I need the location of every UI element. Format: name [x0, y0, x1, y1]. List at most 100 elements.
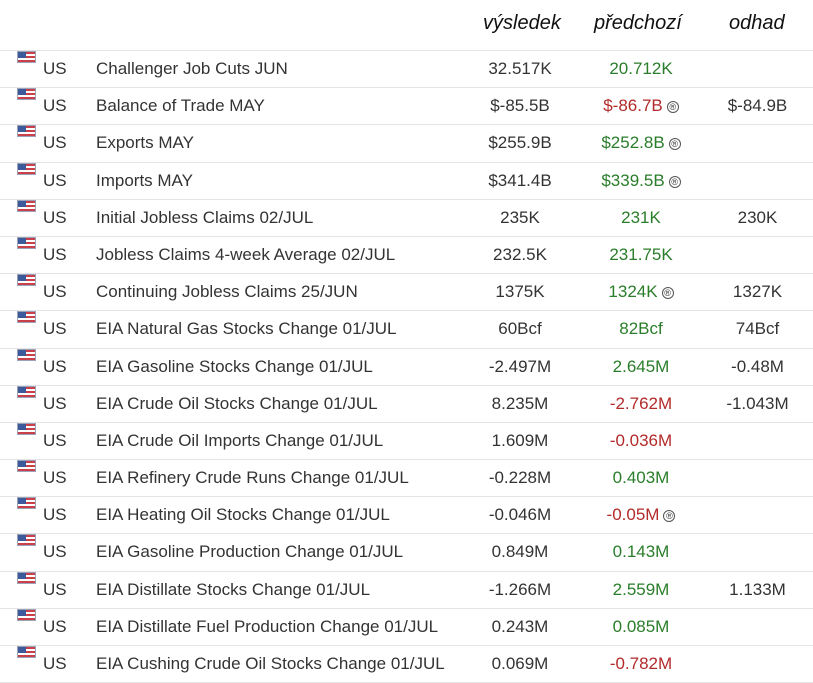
- us-flag-icon: [17, 162, 36, 175]
- previous-value: $-86.7B ®: [582, 88, 700, 124]
- previous-value-text: -2.762M: [609, 393, 673, 413]
- table-row[interactable]: US EIA Cushing Crude Oil Stocks Change 01…: [0, 646, 813, 683]
- us-flag-icon: [17, 385, 36, 398]
- us-flag-icon: [17, 348, 36, 361]
- previous-value-text: -0.05M: [606, 505, 660, 525]
- us-flag-icon: [17, 497, 36, 510]
- table-row[interactable]: US EIA Crude Oil Stocks Change 01/JUL 8.23…: [0, 385, 813, 423]
- country-code: US: [43, 468, 67, 488]
- table-row[interactable]: US EIA Heating Oil Stocks Change 01/JUL -0…: [0, 497, 813, 535]
- event-name[interactable]: EIA Refinery Crude Runs Change 01/JUL: [96, 468, 409, 488]
- table-row[interactable]: US EIA Distillate Fuel Production Change …: [0, 608, 813, 646]
- revised-icon: ®: [666, 101, 679, 114]
- table-row[interactable]: US Challenger Job Cuts JUN 32.517K 20.712K: [0, 51, 813, 89]
- country-code: US: [43, 616, 67, 636]
- previous-value: $252.8B ®: [582, 125, 700, 161]
- event-name[interactable]: Exports MAY: [96, 133, 194, 153]
- table-row[interactable]: US Continuing Jobless Claims 25/JUN 1375K 1…: [0, 274, 813, 312]
- event-name[interactable]: EIA Distillate Stocks Change 01/JUL: [96, 579, 371, 599]
- table-row[interactable]: US Initial Jobless Claims 02/JUL 235K 231K 2…: [0, 199, 813, 237]
- previous-value: 82Bcf: [582, 311, 700, 347]
- previous-value: 231.75K: [582, 237, 700, 273]
- event-name[interactable]: Challenger Job Cuts JUN: [96, 59, 288, 78]
- previous-value: $339.5B ®: [582, 163, 700, 199]
- previous-value-text: 0.085M: [612, 616, 670, 636]
- actual-value: $341.4B: [488, 170, 552, 190]
- us-flag-icon: [17, 236, 36, 249]
- previous-value-text: 2.645M: [612, 356, 670, 376]
- previous-value-text: -0.782M: [609, 654, 673, 673]
- previous-value-text: 0.143M: [612, 542, 670, 562]
- previous-value-text: 231K: [621, 207, 661, 227]
- table-row[interactable]: US Jobless Claims 4-week Average 02/JUL 23…: [0, 236, 813, 275]
- table-body: US Challenger Job Cuts JUN 32.517K 20.712K U…: [0, 51, 813, 683]
- consensus-value: -1.043M: [726, 393, 789, 413]
- table-row[interactable]: US EIA Gasoline Production Change 01/JUL 0…: [0, 534, 813, 572]
- event-name[interactable]: EIA Cushing Crude Oil Stocks Change 01/J…: [96, 654, 445, 673]
- actual-value: -1.266M: [488, 579, 552, 599]
- revised-icon: ®: [668, 175, 681, 188]
- table-row[interactable]: US EIA Distillate Stocks Change 01/JUL -1.…: [0, 571, 813, 609]
- table-row[interactable]: US EIA Natural Gas Stocks Change 01/JUL 60…: [0, 311, 813, 349]
- event-name[interactable]: EIA Natural Gas Stocks Change 01/JUL: [96, 319, 397, 339]
- event-name[interactable]: Imports MAY: [96, 170, 193, 190]
- actual-value: 1.609M: [491, 430, 549, 450]
- previous-value-text: $339.5B: [601, 170, 665, 190]
- country-code: US: [43, 356, 67, 376]
- table-row[interactable]: US Balance of Trade MAY $-85.5B $-86.7B ® $-8…: [0, 88, 813, 126]
- event-name[interactable]: Balance of Trade MAY: [96, 96, 265, 116]
- actual-value: -0.228M: [488, 468, 552, 488]
- us-flag-icon: [17, 460, 36, 473]
- event-name[interactable]: EIA Heating Oil Stocks Change 01/JUL: [96, 505, 390, 525]
- consensus-value: 1.133M: [729, 579, 786, 599]
- revised-icon: ®: [668, 138, 681, 151]
- event-name[interactable]: Jobless Claims 4-week Average 02/JUL: [96, 244, 396, 264]
- previous-value-text: 231.75K: [609, 244, 673, 264]
- table-row[interactable]: US Exports MAY $255.9B $252.8B ®: [0, 125, 813, 163]
- consensus-value: $-84.9B: [727, 96, 788, 116]
- country-code: US: [43, 207, 67, 227]
- event-name[interactable]: EIA Gasoline Production Change 01/JUL: [96, 542, 404, 562]
- table-row[interactable]: US EIA Refinery Crude Runs Change 01/JUL -…: [0, 460, 813, 498]
- previous-value-text: 1324K: [608, 282, 658, 302]
- actual-value: 8.235M: [491, 393, 549, 413]
- us-flag-icon: [17, 571, 36, 584]
- actual-value: 235K: [500, 207, 540, 227]
- event-name[interactable]: EIA Distillate Fuel Production Change 01…: [96, 616, 439, 636]
- previous-value-text: 20.712K: [609, 59, 673, 78]
- event-name[interactable]: EIA Crude Oil Stocks Change 01/JUL: [96, 393, 378, 413]
- table-row[interactable]: US Imports MAY $341.4B $339.5B ®: [0, 162, 813, 200]
- table-header: výsledek předchozí odhad: [0, 0, 813, 51]
- us-flag-icon: [17, 311, 36, 324]
- country-code: US: [43, 579, 67, 599]
- column-header-actual: výsledek: [483, 12, 561, 34]
- previous-value-text: 2.559M: [612, 579, 670, 599]
- event-name[interactable]: EIA Gasoline Stocks Change 01/JUL: [96, 356, 373, 376]
- event-name[interactable]: EIA Crude Oil Imports Change 01/JUL: [96, 430, 384, 450]
- actual-value: 0.849M: [491, 542, 549, 562]
- previous-value-text: $252.8B: [601, 133, 665, 153]
- consensus-value: 230K: [737, 207, 778, 227]
- table-row[interactable]: US EIA Crude Oil Imports Change 01/JUL 1.6…: [0, 422, 813, 461]
- consensus-value: 74Bcf: [735, 319, 780, 339]
- country-code: US: [43, 393, 67, 413]
- us-flag-icon: [17, 274, 36, 287]
- country-code: US: [43, 96, 67, 116]
- actual-value: 0.243M: [491, 616, 549, 636]
- table-row[interactable]: US EIA Gasoline Stocks Change 01/JUL -2.49…: [0, 348, 813, 386]
- previous-value-text: $-86.7B: [603, 96, 663, 116]
- previous-value-text: -0.036M: [609, 430, 673, 450]
- event-name[interactable]: Initial Jobless Claims 02/JUL: [96, 207, 314, 227]
- previous-value: 2.645M: [582, 349, 700, 385]
- revised-icon: ®: [663, 510, 676, 523]
- actual-value: -2.497M: [488, 356, 552, 376]
- event-name[interactable]: Continuing Jobless Claims 25/JUN: [96, 282, 358, 302]
- previous-value: 231K: [582, 200, 700, 236]
- actual-value: $-85.5B: [490, 96, 550, 116]
- previous-value: 20.712K: [582, 51, 700, 87]
- us-flag-icon: [17, 422, 36, 435]
- column-header-previous: předchozí: [594, 12, 682, 34]
- previous-value: -0.05M ®: [582, 497, 700, 533]
- country-code: US: [43, 430, 67, 450]
